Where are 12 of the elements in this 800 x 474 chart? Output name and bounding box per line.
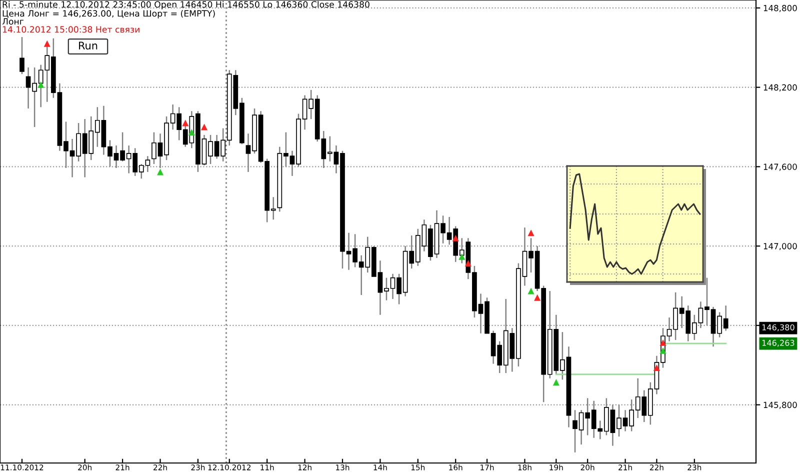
- y-tick-label: 147,600: [764, 164, 797, 171]
- annotation: Run: [79, 42, 98, 50]
- annotation: Цена Лонг = 146,263.00, Цена Шорт = (EMPTY): [2, 10, 215, 18]
- text: 146,263: [762, 340, 794, 347]
- text: 146,380: [762, 324, 794, 332]
- y-tick-label: 148,200: [764, 84, 797, 92]
- chart-title: Ri - 5-minute 12.10.2012 23:45:00 Open 146450 Hi 146550 Lo 146360 Close 146380: [2, 1, 370, 10]
- y-tick-label: 148,800: [764, 4, 797, 12]
- y-tick-label: 147,000: [764, 243, 797, 250]
- annotation: 14.10.2012 15:00:38 Нет связи: [2, 26, 140, 33]
- annotation: Лонг: [2, 18, 24, 25]
- y-tick-label: 145,800: [764, 402, 797, 409]
